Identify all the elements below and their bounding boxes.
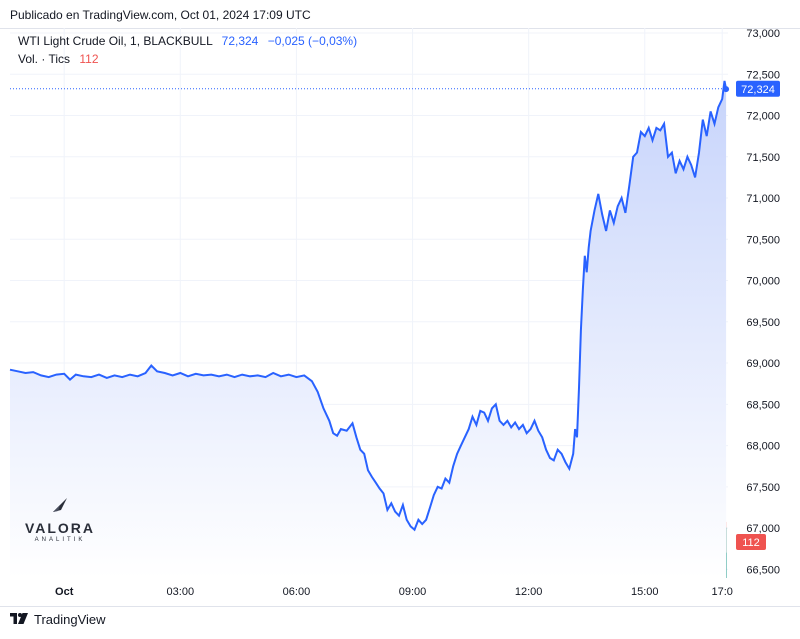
footer[interactable]: TradingView bbox=[10, 612, 106, 627]
y-tick-label: 70,000 bbox=[746, 276, 780, 288]
y-tick-label: 67,500 bbox=[746, 482, 780, 494]
volume-bar bbox=[725, 552, 727, 578]
last-price-badge bbox=[736, 80, 780, 97]
y-tick-label: 68,000 bbox=[746, 441, 780, 453]
price-area-fill bbox=[10, 80, 727, 579]
y-tick-label: 68,500 bbox=[746, 399, 780, 411]
y-tick-label: 69,500 bbox=[746, 317, 780, 329]
symbol-legend: WTI Light Crude Oil, 1, BLACKBULL 72,324… bbox=[18, 34, 357, 48]
y-tick-label: 66,500 bbox=[746, 564, 780, 576]
y-tick-label: 70,500 bbox=[746, 234, 780, 246]
x-tick-label: 03:00 bbox=[167, 586, 195, 598]
chart-frame bbox=[0, 28, 800, 607]
legend-price: 72,324 bbox=[221, 34, 259, 48]
symbol-title: WTI Light Crude Oil, 1, BLACKBULL bbox=[18, 34, 213, 48]
x-tick-label: 17:0 bbox=[711, 586, 732, 598]
tradingview-logo-icon bbox=[10, 612, 28, 624]
y-tick-label: 73,000 bbox=[746, 28, 780, 40]
last-price-dot bbox=[723, 86, 730, 93]
volume-badge-label: 112 bbox=[742, 537, 760, 549]
y-tick-label: 72,000 bbox=[746, 111, 780, 123]
x-tick-label: Oct bbox=[55, 586, 74, 598]
y-tick-label: 71,000 bbox=[746, 193, 780, 205]
footer-brand: TradingView bbox=[34, 612, 106, 627]
x-tick-label: 06:00 bbox=[283, 586, 311, 598]
valora-logo-icon bbox=[53, 498, 67, 512]
valora-brand: VALORA bbox=[24, 520, 96, 536]
volume-value: 112 bbox=[79, 52, 99, 66]
last-price-badge-label: 72,324 bbox=[741, 84, 775, 96]
x-tick-label: 12:00 bbox=[515, 586, 543, 598]
valora-watermark: VALORA ANALITIK bbox=[20, 494, 100, 543]
volume-badge bbox=[736, 534, 766, 550]
x-tick-label: 09:00 bbox=[399, 586, 427, 598]
published-note: Publicado en TradingView.com, Oct 01, 20… bbox=[10, 8, 311, 22]
y-tick-label: 71,500 bbox=[746, 152, 780, 164]
volume-label: Vol. · Tics bbox=[18, 52, 71, 66]
y-tick-label: 69,000 bbox=[746, 358, 780, 370]
volume-legend: Vol. · Tics 112 bbox=[18, 52, 99, 66]
y-tick-label: 67,000 bbox=[746, 523, 780, 535]
legend-change: −0,025 (−0,03%) bbox=[267, 34, 358, 48]
valora-sub: ANALITIK bbox=[34, 537, 86, 543]
x-tick-label: 15:00 bbox=[631, 586, 659, 598]
price-line bbox=[9, 80, 728, 532]
y-tick-label: 72,500 bbox=[746, 69, 780, 81]
